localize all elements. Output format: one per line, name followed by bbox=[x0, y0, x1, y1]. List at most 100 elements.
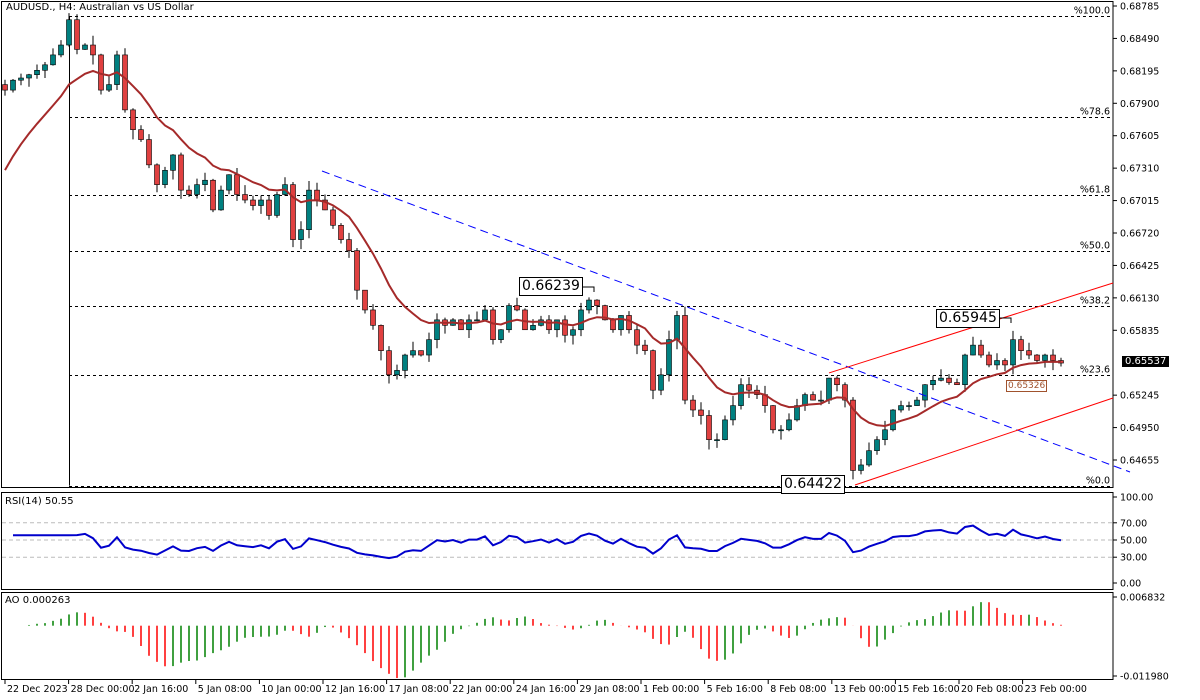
bear-candle bbox=[770, 405, 776, 431]
bear-candle bbox=[458, 319, 464, 331]
bear-candle bbox=[330, 209, 336, 226]
rsi-tick-label: 0.00 bbox=[1120, 579, 1141, 590]
time-tick-label: 22 Jan 00:00 bbox=[452, 684, 512, 695]
bear-candle bbox=[610, 319, 616, 331]
bear-candle bbox=[594, 299, 600, 306]
bull-candle bbox=[618, 315, 624, 331]
bear-candle bbox=[562, 319, 568, 336]
bull-candle bbox=[786, 419, 792, 431]
bull-candle bbox=[66, 19, 72, 46]
bull-candle bbox=[530, 325, 536, 331]
bear-candle bbox=[986, 354, 992, 366]
bull-candle bbox=[498, 329, 504, 340]
bull-candle bbox=[82, 44, 88, 50]
time-tick-label: 5 Feb 16:00 bbox=[707, 684, 763, 695]
annotation-swing-high-label: 0.65945 bbox=[936, 309, 1000, 328]
annotation-high-label: 0.66239 bbox=[519, 277, 583, 296]
bull-candle bbox=[466, 319, 472, 331]
bear-candle bbox=[690, 399, 696, 411]
bull-candle bbox=[994, 360, 1000, 366]
bull-candle bbox=[162, 170, 168, 185]
bull-candle bbox=[586, 299, 592, 311]
fib-level-label: %50.0 bbox=[1080, 241, 1110, 252]
bull-candle bbox=[402, 354, 408, 371]
rsi-tick-label: 70.00 bbox=[1120, 518, 1147, 529]
time-tick-label: 20 Feb 08:00 bbox=[961, 684, 1023, 695]
bear-candle bbox=[546, 319, 552, 331]
price-tick-label: 0.66720 bbox=[1120, 229, 1159, 240]
time-tick-label: 2 Jan 16:00 bbox=[134, 684, 188, 695]
bear-candle bbox=[834, 377, 840, 386]
price-tick-label: 0.66425 bbox=[1120, 261, 1159, 272]
bear-candle bbox=[130, 109, 136, 130]
bear-candle bbox=[1034, 354, 1040, 361]
bear-candle bbox=[946, 377, 952, 383]
bull-candle bbox=[554, 319, 560, 331]
time-tick-label: 1 Feb 00:00 bbox=[643, 684, 699, 695]
fib-level-label: %23.6 bbox=[1080, 365, 1110, 376]
bear-candle bbox=[650, 350, 656, 391]
bull-candle bbox=[18, 77, 24, 81]
bear-candle bbox=[1018, 339, 1024, 351]
price-tick-label: 0.67900 bbox=[1120, 99, 1159, 110]
bear-candle bbox=[522, 309, 528, 331]
bear-candle bbox=[1002, 360, 1008, 366]
bull-candle bbox=[26, 74, 32, 79]
ao-tick-label: 0.006832 bbox=[1120, 593, 1165, 604]
price-tick-label: 0.65245 bbox=[1120, 391, 1159, 402]
current-price-label: 0.65537 bbox=[1122, 356, 1170, 367]
time-tick-label: 10 Jan 00:00 bbox=[261, 684, 321, 695]
rsi-tick-label: 100.00 bbox=[1120, 493, 1153, 504]
bear-candle bbox=[362, 289, 368, 311]
fib-level-label: %78.6 bbox=[1080, 107, 1110, 118]
bull-candle bbox=[938, 377, 944, 381]
bull-candle bbox=[1010, 339, 1016, 366]
bull-candle bbox=[434, 319, 440, 340]
bull-candle bbox=[778, 429, 784, 432]
bear-candle bbox=[954, 382, 960, 386]
price-tick-label: 0.65835 bbox=[1120, 326, 1159, 337]
ma-value-label: 0.65326 bbox=[1006, 380, 1048, 392]
bull-candle bbox=[394, 370, 400, 376]
rsi-tick-label: 30.00 bbox=[1120, 553, 1147, 564]
price-tick-label: 0.67310 bbox=[1120, 164, 1159, 175]
price-tick-label: 0.68195 bbox=[1120, 66, 1159, 77]
bear-candle bbox=[418, 350, 424, 356]
time-tick-label: 12 Jan 16:00 bbox=[325, 684, 385, 695]
bull-candle bbox=[914, 399, 920, 406]
bear-candle bbox=[682, 315, 688, 401]
time-tick-label: 28 Dec 00:00 bbox=[71, 684, 135, 695]
rsi-title: RSI(14) 50.55 bbox=[5, 496, 74, 507]
chart-title: AUDUSD., H4: Australian vs US Dollar bbox=[6, 2, 194, 13]
bull-candle bbox=[274, 194, 280, 216]
bull-candle bbox=[714, 439, 720, 441]
bull-candle bbox=[50, 54, 56, 66]
fib-level-label: %38.2 bbox=[1080, 296, 1110, 307]
time-tick-label: 8 Feb 08:00 bbox=[770, 684, 826, 695]
price-tick-label: 0.64655 bbox=[1120, 456, 1159, 467]
price-tick-label: 0.67015 bbox=[1120, 196, 1159, 207]
bear-candle bbox=[386, 350, 392, 376]
bear-candle bbox=[490, 309, 496, 340]
bear-candle bbox=[138, 129, 144, 140]
bull-candle bbox=[42, 64, 48, 71]
bear-candle bbox=[146, 139, 152, 166]
rsi-tick-label: 50.00 bbox=[1120, 536, 1147, 547]
bull-candle bbox=[106, 84, 112, 91]
time-tick-label: 5 Jan 08:00 bbox=[198, 684, 252, 695]
bear-candle bbox=[514, 305, 520, 311]
bull-candle bbox=[866, 450, 872, 466]
price-tick-label: 0.66130 bbox=[1120, 293, 1159, 304]
bear-candle bbox=[1050, 354, 1056, 361]
bear-candle bbox=[746, 384, 752, 391]
bear-candle bbox=[242, 194, 248, 201]
bear-candle bbox=[178, 154, 184, 191]
bull-candle bbox=[658, 374, 664, 391]
bull-candle bbox=[410, 350, 416, 356]
main-pane-frame bbox=[1, 1, 1114, 488]
bear-candle bbox=[74, 19, 80, 50]
bear-candle bbox=[626, 315, 632, 331]
bear-candle bbox=[2, 84, 8, 91]
bull-candle bbox=[794, 405, 800, 421]
moving-average-line bbox=[4, 69, 1062, 428]
